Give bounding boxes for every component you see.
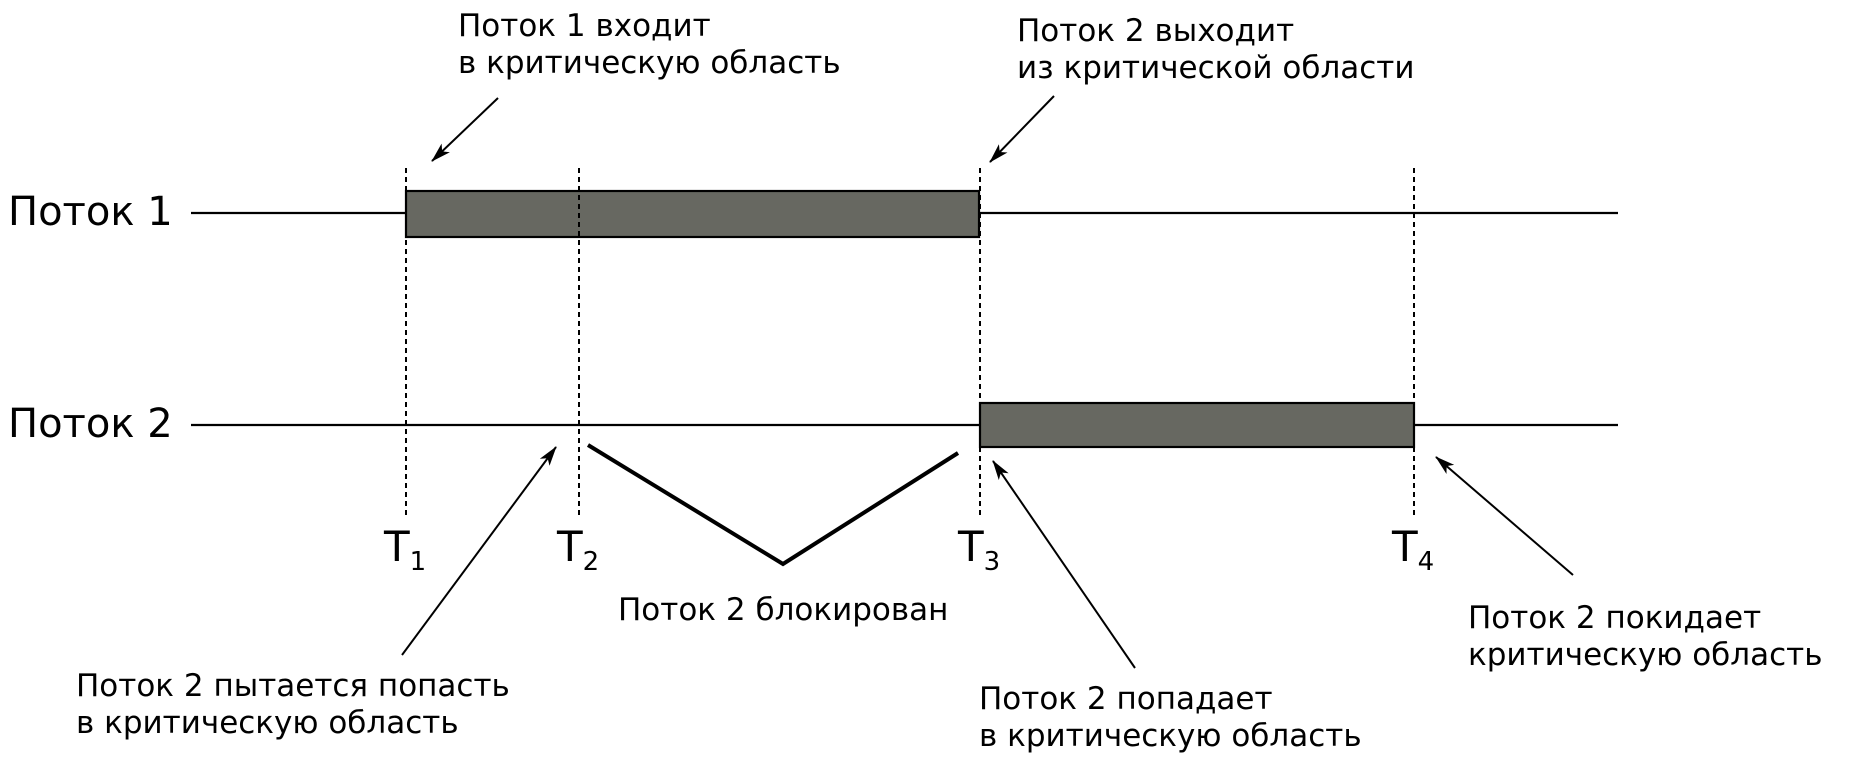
t4-label: T4 [1392, 522, 1435, 578]
t3-label: T3 [958, 522, 1001, 578]
annotation-t1-enter: Поток 1 входит в критическую область [458, 8, 841, 81]
annotation-t2-blocked: Поток 2 блокирован [618, 592, 949, 628]
annotation-t2-exit: Поток 2 выходит из критической области [1017, 13, 1415, 86]
arrow-t2-try [401, 446, 557, 656]
thread-2-critical-section-bar [978, 401, 1416, 449]
arrow-t1-enter [431, 97, 499, 162]
annotation-t2-leave: Поток 2 покидает критическую область [1468, 600, 1823, 673]
arrow-t2-enter [992, 460, 1136, 669]
blocked-v-shape [586, 443, 960, 567]
t2-label: T2 [557, 522, 600, 578]
thread-1-critical-section-bar [404, 189, 981, 239]
thread-1-label: Поток 1 [8, 189, 173, 235]
thread-2-label: Поток 2 [8, 401, 173, 447]
arrow-t2-exit [989, 95, 1055, 163]
t1-label: T1 [384, 522, 427, 578]
annotation-t2-enter: Поток 2 попадает в критическую область [979, 681, 1362, 754]
annotation-t2-try: Поток 2 пытается попасть в критическую о… [76, 668, 510, 741]
arrow-t2-leave [1435, 456, 1574, 576]
